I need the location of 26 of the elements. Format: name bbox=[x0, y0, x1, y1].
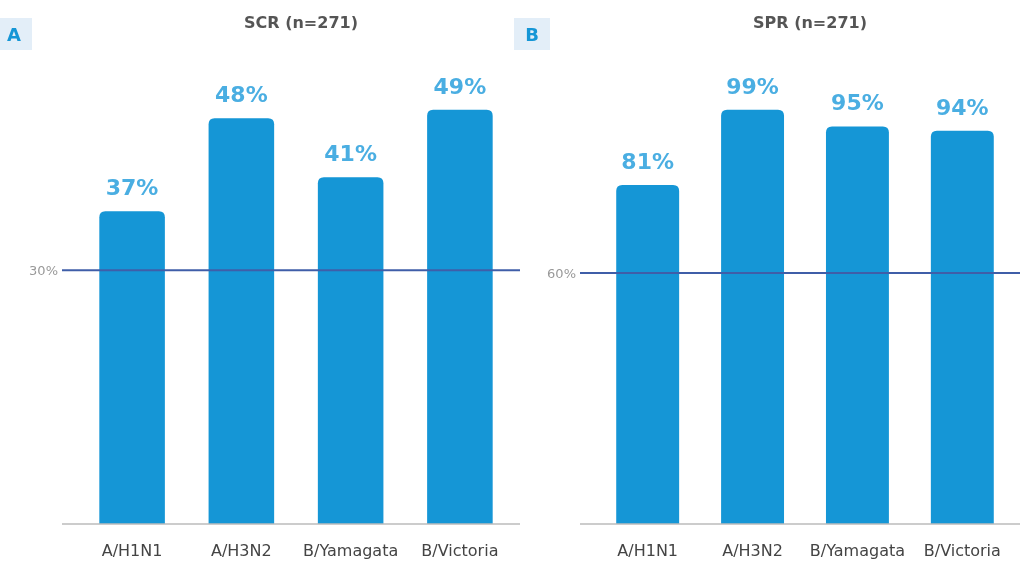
x-tick-label: B/Yamagata bbox=[303, 541, 399, 560]
data-label: 49% bbox=[433, 73, 487, 99]
x-tick-label: A/H1N1 bbox=[617, 541, 679, 560]
data-label: 99% bbox=[726, 73, 779, 99]
data-label: 48% bbox=[215, 82, 268, 108]
ref-line-label: 30% bbox=[29, 263, 58, 279]
x-tick-label: B/Yamagata bbox=[809, 541, 906, 560]
bar bbox=[317, 177, 384, 524]
text: B bbox=[525, 24, 539, 45]
bar bbox=[99, 211, 165, 524]
text: A bbox=[7, 24, 22, 45]
x-tick-label: A/H1N1 bbox=[101, 541, 163, 560]
bar bbox=[208, 118, 275, 524]
x-tick-label: B/Victoria bbox=[923, 541, 1001, 560]
x-tick-label: B/Victoria bbox=[421, 541, 499, 560]
data-label: 41% bbox=[324, 141, 377, 167]
bar bbox=[427, 109, 493, 524]
ref-line-label: 60% bbox=[547, 265, 576, 281]
data-label: 37% bbox=[105, 175, 159, 201]
chart-title: SCR (n=271) bbox=[244, 13, 358, 32]
data-label: 81% bbox=[621, 149, 675, 175]
data-label: 95% bbox=[831, 90, 884, 116]
x-tick-label: A/H3N2 bbox=[211, 541, 272, 560]
data-label: 94% bbox=[935, 94, 989, 120]
chart-title: SPR (n=271) bbox=[753, 13, 867, 32]
x-tick-label: A/H3N2 bbox=[722, 541, 783, 560]
